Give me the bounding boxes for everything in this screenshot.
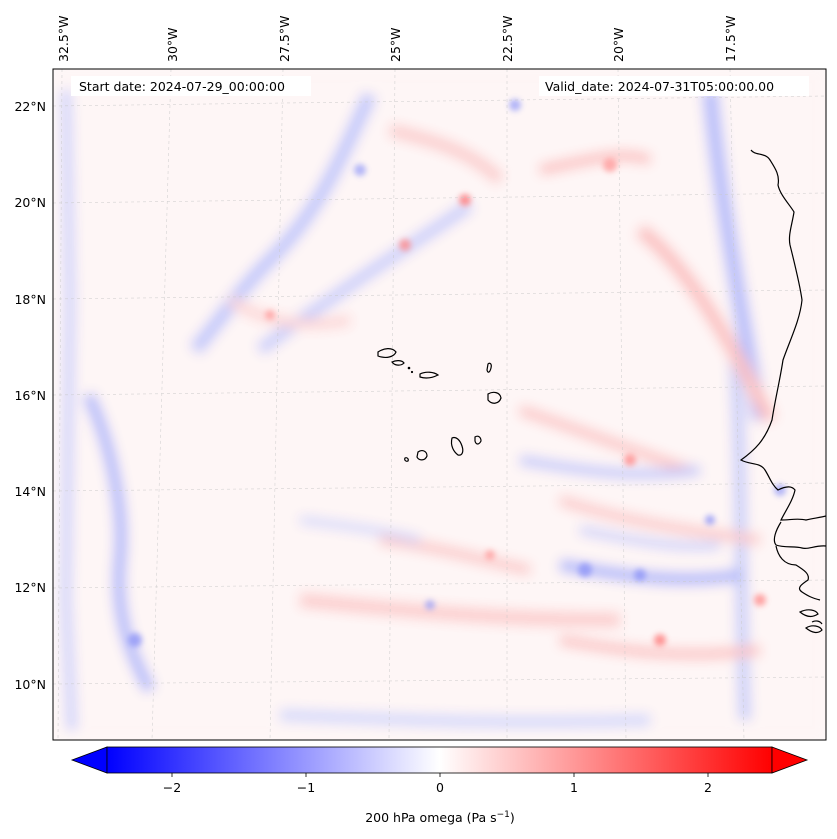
- omega-field: [53, 69, 826, 740]
- santo-antao-island: [377, 348, 397, 358]
- lat-label-16n: 16°N: [14, 388, 46, 403]
- brava-island: [404, 457, 409, 462]
- lon-label-25w: 25°W: [388, 27, 403, 62]
- start-date-label: Start date: 2024-07-29_00:00:00: [79, 79, 285, 94]
- lat-label-12n: 12°N: [14, 580, 46, 595]
- fogo-island: [416, 450, 428, 461]
- colorbar-tick-1: 1: [570, 780, 578, 795]
- sao-vicente-island: [391, 360, 405, 366]
- latitude-labels: 22°N 20°N 18°N 16°N 14°N 12°N 10°N: [14, 99, 46, 692]
- valid-date-box: [539, 76, 809, 96]
- colorbar-label-main: 200 hPa omega (Pa s: [365, 810, 496, 825]
- colorbar-label: 200 hPa omega (Pa s−1): [365, 810, 515, 825]
- lon-label-17-5w: 17.5°W: [723, 16, 738, 62]
- sal-island: [486, 362, 492, 373]
- colorbar-tick-0: 0: [436, 780, 444, 795]
- senegal-gambia-coast: [773, 521, 826, 601]
- lon-label-30w: 30°W: [165, 27, 180, 62]
- colorbar-tick-2: 2: [704, 780, 712, 795]
- valid-date-label: Valid_date: 2024-07-31T05:00:00.00: [545, 79, 774, 94]
- start-date-box: [71, 76, 311, 96]
- lat-label-10n: 10°N: [14, 677, 46, 692]
- colorbar-label-close: ): [510, 810, 515, 825]
- colorbar-max-extend: [771, 746, 809, 774]
- colorbar-min-extend: [70, 746, 108, 774]
- lat-label-22n: 22°N: [14, 99, 46, 114]
- colorbar-bar: [106, 746, 773, 774]
- coastlines: [377, 149, 826, 634]
- colorbar-tick-neg2: −2: [163, 780, 181, 795]
- sao-nicolau-island: [419, 371, 440, 379]
- lat-label-20n: 20°N: [14, 195, 46, 210]
- island-dot: [407, 366, 414, 374]
- lon-label-20w: 20°W: [611, 27, 626, 62]
- maio-island: [474, 435, 482, 445]
- guinea-bissau-islands: [798, 609, 823, 634]
- africa-coastline: [739, 149, 826, 521]
- lat-label-18n: 18°N: [14, 292, 46, 307]
- colorbar-label-exponent: −1: [497, 810, 510, 820]
- lon-label-32-5w: 32.5°W: [56, 16, 71, 62]
- lon-label-27-5w: 27.5°W: [277, 16, 292, 62]
- lon-label-22-5w: 22.5°W: [500, 16, 515, 62]
- santiago-island: [450, 436, 464, 456]
- map-panel: Start date: 2024-07-29_00:00:00 Valid_da…: [53, 69, 826, 740]
- omega-field-detail: [128, 99, 786, 647]
- lat-label-14n: 14°N: [14, 484, 46, 499]
- map-frame: [52, 68, 827, 741]
- longitude-labels: 32.5°W 30°W 27.5°W 25°W 22.5°W 20°W 17.5…: [56, 16, 738, 62]
- gridlines: [53, 69, 826, 740]
- colorbar-tick-marks: [171, 773, 709, 777]
- boa-vista-island: [487, 391, 502, 404]
- colorbar: −2 −1 0 1 2 200 hPa omega (Pa s−1): [70, 746, 809, 825]
- colorbar-tick-neg1: −1: [297, 780, 315, 795]
